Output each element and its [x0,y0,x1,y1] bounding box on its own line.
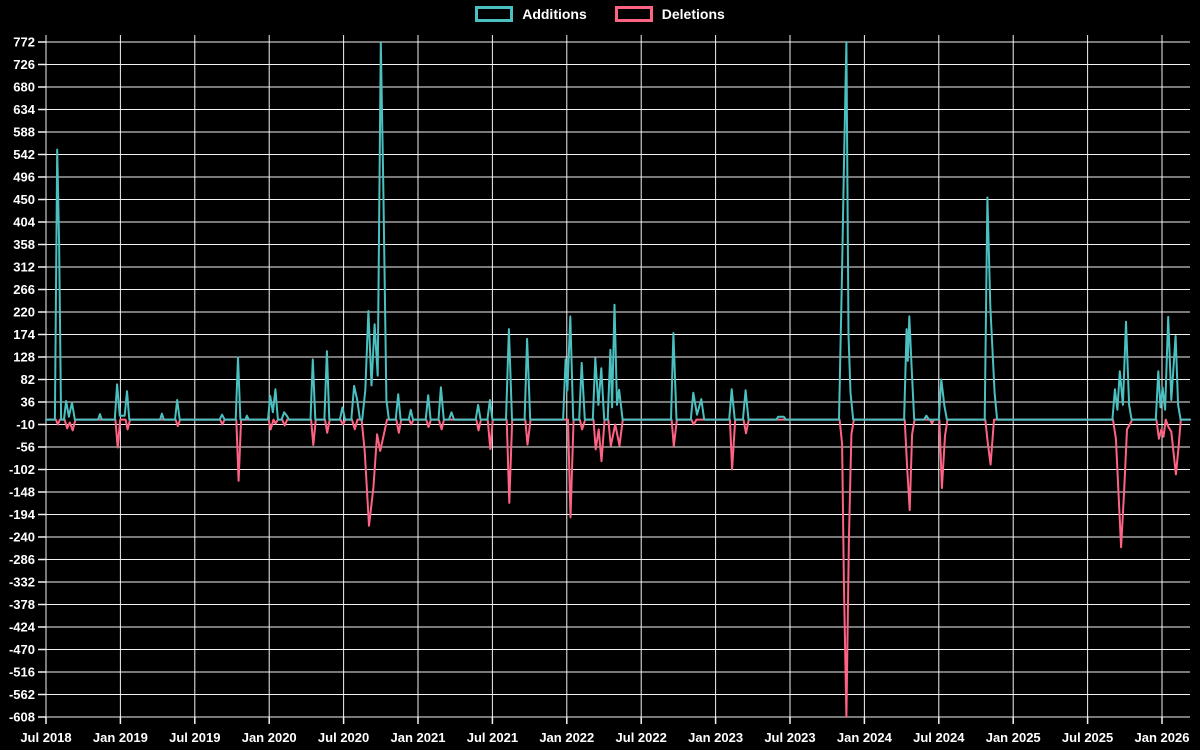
y-tick-label: -608 [9,710,35,725]
deletions-legend-label: Deletions [661,6,725,22]
y-tick-label: 82 [21,372,35,387]
x-tick-label: Jul 2023 [764,730,815,745]
additions-swatch [475,6,514,22]
legend-item-deletions[interactable]: Deletions [614,6,725,22]
y-tick-label: -148 [9,485,35,500]
y-tick-label: 312 [13,260,35,275]
y-tick-label: 680 [13,80,35,95]
x-tick-label: Jul 2024 [913,730,965,745]
x-tick-label: Jan 2019 [93,730,148,745]
y-tick-label: -194 [9,507,36,522]
x-tick-label: Jan 2020 [242,730,297,745]
y-tick-label: -56 [16,440,35,455]
y-tick-label: -562 [9,687,35,702]
y-tick-label: -378 [9,597,35,612]
y-tick-label: -10 [16,417,35,432]
legend: Additions Deletions [0,6,1200,22]
y-tick-label: -470 [9,642,35,657]
y-tick-label: -286 [9,552,35,567]
x-tick-label: Jul 2021 [467,730,518,745]
x-tick-label: Jan 2025 [986,730,1041,745]
y-tick-label: -424 [9,620,36,635]
y-tick-label: 404 [13,215,35,230]
deletions-swatch [614,6,653,22]
x-tick-label: Jul 2025 [1062,730,1113,745]
additions-line [45,41,1191,421]
y-tick-label: 634 [13,102,35,117]
y-tick-label: 772 [13,35,35,50]
y-tick-label: 36 [21,395,35,410]
y-tick-label: -516 [9,665,35,680]
x-tick-label: Jul 2018 [20,730,71,745]
legend-item-additions[interactable]: Additions [475,6,587,22]
x-tick-label: Jan 2024 [837,730,893,745]
y-tick-label: 450 [13,192,35,207]
y-tick-label: 726 [13,57,35,72]
y-tick-label: 220 [13,305,35,320]
y-tick-label: 128 [13,350,35,365]
y-tick-label: -240 [9,530,35,545]
y-tick-label: 542 [13,147,35,162]
x-tick-label: Jan 2026 [1135,730,1190,745]
y-tick-label: 496 [13,170,35,185]
x-tick-label: Jul 2022 [616,730,667,745]
y-tick-label: 588 [13,125,35,140]
x-tick-label: Jan 2022 [539,730,594,745]
x-tick-label: Jan 2023 [688,730,743,745]
y-tick-label: 174 [13,327,35,342]
y-tick-label: -102 [9,462,35,477]
additions-legend-label: Additions [522,6,587,22]
x-tick-label: Jul 2019 [169,730,220,745]
y-tick-label: -332 [9,575,35,590]
y-tick-label: 358 [13,237,35,252]
y-tick-label: 266 [13,282,35,297]
x-tick-label: Jan 2021 [391,730,446,745]
x-tick-label: Jul 2020 [318,730,369,745]
